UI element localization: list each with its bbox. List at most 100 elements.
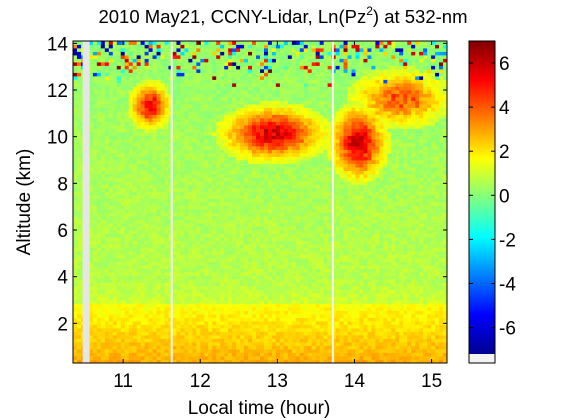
heat-cell (275, 181, 281, 185)
heat-cell (196, 107, 201, 112)
heat-cell (176, 359, 181, 363)
heat-cell (180, 69, 185, 73)
heat-cell (172, 86, 177, 91)
heat-cell (240, 237, 245, 241)
heat-cell (76, 198, 82, 203)
heat-cell (92, 226, 98, 231)
heat-cell (283, 153, 289, 157)
heat-cell (263, 275, 269, 280)
heat-cell (168, 163, 173, 168)
heat-cell (164, 289, 169, 294)
heat-cell (96, 209, 102, 213)
heat-cell (92, 335, 98, 339)
heat-cell (176, 212, 181, 217)
heat-cell (263, 195, 269, 199)
heat-cell (148, 118, 153, 122)
heat-cell (112, 104, 118, 108)
heat-cell (132, 139, 138, 143)
heat-cell (216, 296, 221, 301)
heat-cell (104, 191, 110, 196)
heat-cell (164, 202, 169, 206)
heat-cell (228, 314, 233, 318)
heat-cell (172, 149, 177, 154)
heat-cell (263, 233, 269, 238)
heat-cell (96, 51, 102, 56)
heat-cell (116, 86, 122, 91)
heat-cell (120, 132, 126, 136)
heat-cell (256, 121, 261, 126)
heat-cell (168, 219, 173, 224)
heat-cell (92, 258, 98, 262)
heat-cell (76, 107, 82, 112)
heat-cell (220, 188, 225, 192)
heat-cell (200, 240, 205, 245)
heat-cell (144, 170, 149, 175)
heat-cell (279, 132, 285, 136)
heat-cell (156, 51, 161, 56)
heat-cell (100, 237, 106, 241)
heat-cell (148, 345, 153, 350)
heat-cell (100, 41, 106, 45)
heat-cell (112, 48, 118, 52)
heat-cell (128, 352, 134, 357)
heat-cell (283, 321, 289, 325)
heat-cell (283, 181, 289, 185)
heat-cell (144, 111, 149, 115)
heat-cell (160, 230, 165, 234)
heat-cell (148, 90, 153, 94)
heat-cell (192, 174, 197, 178)
heat-cell (156, 331, 161, 336)
heat-cell (104, 184, 110, 189)
heat-cell (260, 335, 265, 339)
heat-cell (224, 331, 229, 336)
heat-cell (168, 156, 173, 161)
heat-cell (212, 48, 217, 52)
heat-cell (220, 335, 225, 339)
heat-cell (132, 244, 138, 248)
heat-cell (240, 251, 245, 255)
heat-cell (244, 188, 249, 192)
heat-cell (96, 191, 102, 196)
heat-cell (275, 286, 281, 290)
heat-cell (148, 356, 153, 360)
heat-cell (180, 209, 185, 213)
heat-cell (120, 303, 126, 308)
heat-cell (200, 289, 205, 294)
heat-cell (124, 247, 130, 252)
heat-cell (176, 86, 181, 91)
heat-cell (108, 41, 114, 45)
heat-cell (188, 167, 193, 171)
heat-cell (275, 293, 281, 297)
heat-cell (220, 198, 225, 203)
heat-cell (140, 44, 146, 49)
heat-cell (208, 230, 213, 234)
heat-cell (283, 317, 289, 322)
heat-cell (124, 83, 130, 87)
heat-cell (176, 296, 181, 301)
heat-cell (260, 345, 265, 350)
heat-cell (220, 338, 225, 343)
heat-cell (260, 51, 265, 56)
heat-cell (156, 338, 161, 343)
heat-cell (232, 244, 237, 248)
heat-cell (144, 58, 149, 63)
heat-cell (116, 328, 122, 332)
heat-cell (267, 135, 273, 140)
heat-cell (124, 62, 130, 66)
heat-cell (240, 321, 245, 325)
heat-cell (240, 51, 245, 56)
heat-cell (136, 160, 142, 164)
heat-cell (180, 205, 185, 210)
heat-cell (256, 195, 261, 199)
heat-cell (200, 132, 205, 136)
heat-cell (188, 86, 193, 91)
heat-cell (100, 300, 106, 304)
heat-cell (120, 90, 126, 94)
heat-cell (73, 251, 78, 255)
heat-cell (192, 265, 197, 269)
heat-cell (196, 275, 201, 280)
heat-cell (112, 167, 118, 171)
heat-cell (108, 237, 114, 241)
heat-cell (76, 261, 82, 266)
heat-cell (168, 107, 173, 112)
